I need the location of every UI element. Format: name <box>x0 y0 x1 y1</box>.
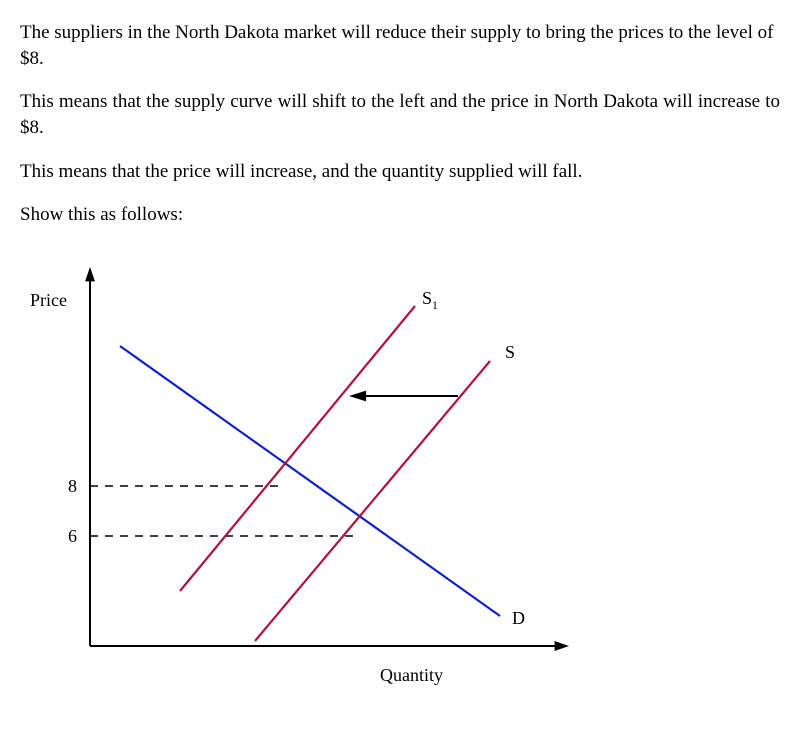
shift-arrow-head <box>349 390 366 401</box>
supply-original-line <box>255 361 490 641</box>
y-axis-label: Price <box>30 290 67 310</box>
y-axis-arrow <box>85 267 95 281</box>
supply-demand-chart: Price Quantity 8 6 D S S1 <box>20 246 780 712</box>
x-axis-arrow <box>555 641 569 651</box>
paragraph-1: The suppliers in the North Dakota market… <box>20 20 780 71</box>
paragraph-4: Show this as follows: <box>20 202 780 228</box>
tick-label-6: 6 <box>68 526 77 546</box>
demand-label: D <box>512 608 525 628</box>
x-axis-label: Quantity <box>380 665 443 685</box>
supply-original-label: S <box>505 342 515 362</box>
tick-label-8: 8 <box>68 476 77 496</box>
paragraph-2: This means that the supply curve will sh… <box>20 89 780 140</box>
supply-shifted-line <box>180 306 415 591</box>
supply-shifted-label: S1 <box>422 288 438 312</box>
paragraph-3: This means that the price will increase,… <box>20 159 780 185</box>
